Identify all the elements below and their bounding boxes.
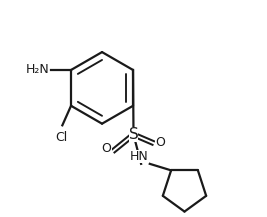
Text: H₂N: H₂N <box>26 64 49 76</box>
Text: HN: HN <box>129 150 148 163</box>
Text: O: O <box>156 136 166 149</box>
Text: S: S <box>129 127 138 142</box>
Text: O: O <box>101 142 111 155</box>
Text: Cl: Cl <box>55 131 67 144</box>
